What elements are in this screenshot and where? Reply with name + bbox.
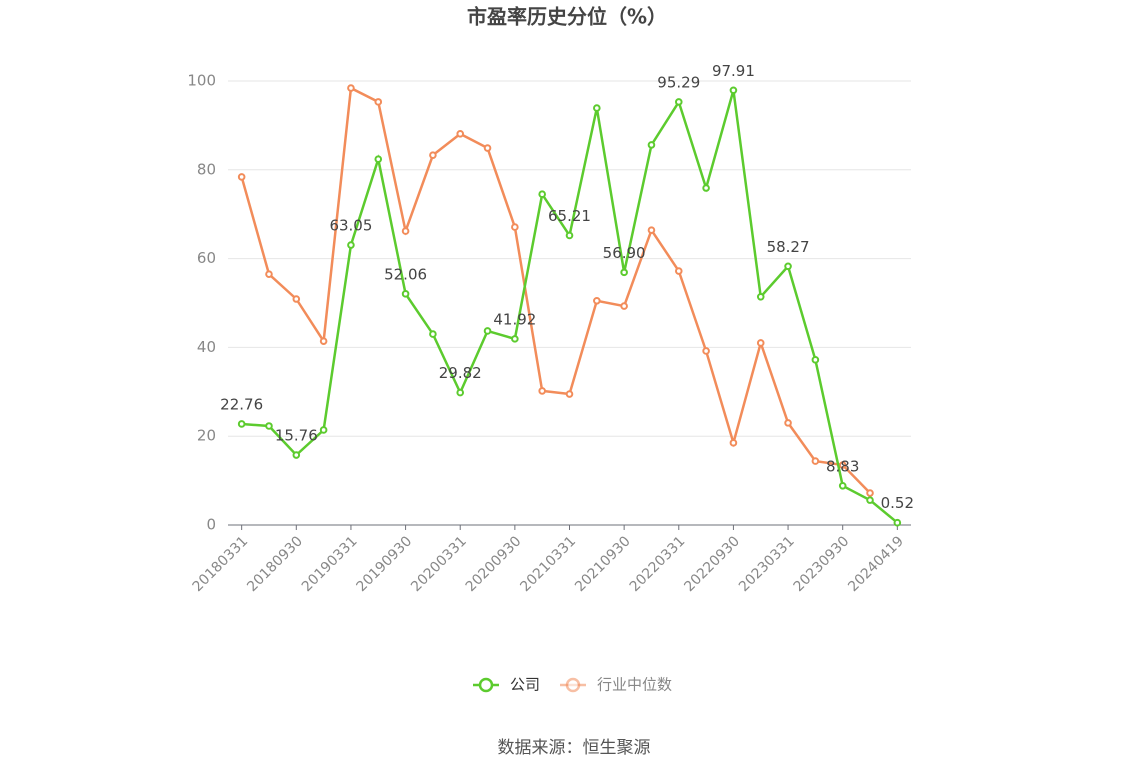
point (538, 387, 546, 395)
point (511, 223, 519, 231)
point (456, 388, 465, 397)
x-tick-label: 20220930 (681, 533, 743, 595)
point (893, 518, 902, 527)
x-tick-label: 20180930 (244, 533, 306, 595)
point (292, 295, 301, 303)
point (265, 270, 273, 278)
x-tick-label: 20200331 (408, 533, 470, 595)
x-tick-label: 20230331 (736, 533, 798, 595)
x-tick-label: 20190930 (354, 533, 416, 595)
point (538, 190, 546, 199)
point (265, 422, 273, 430)
point (401, 227, 410, 235)
point (429, 330, 437, 338)
point (866, 489, 874, 497)
point (237, 420, 246, 428)
point (347, 241, 355, 249)
point (811, 457, 820, 465)
legend-symbol (565, 677, 581, 693)
data-label: 15.76 (275, 427, 318, 445)
x-tick-label: 20220331 (627, 533, 689, 595)
x-tick-label: 20230930 (791, 533, 853, 595)
point (811, 356, 820, 364)
chart-title: 市盈率历史分位（%） (467, 5, 667, 29)
data-label: 52.06 (384, 265, 427, 283)
data-label: 63.05 (329, 217, 372, 235)
data-label: 58.27 (767, 238, 810, 256)
legend-label: 行业中位数 (597, 676, 672, 694)
y-tick-label: 40 (197, 338, 216, 356)
point (593, 296, 601, 305)
point (674, 267, 683, 275)
point (702, 184, 710, 192)
point (702, 347, 710, 355)
point (374, 155, 383, 163)
x-tick-label: 20180331 (190, 533, 252, 595)
point (483, 327, 492, 335)
x-tick-label: 20210930 (572, 533, 634, 595)
point (647, 226, 656, 234)
point (756, 292, 765, 301)
point (838, 461, 847, 469)
data-label: 97.91 (712, 62, 755, 80)
point (729, 439, 738, 447)
point (429, 151, 437, 159)
point (319, 426, 328, 434)
point (729, 86, 738, 95)
point (565, 390, 574, 398)
x-tick-label: 20210331 (517, 533, 579, 595)
series-line (240, 86, 871, 494)
point (511, 335, 519, 343)
point (674, 98, 683, 106)
point (647, 141, 656, 149)
series-line (241, 89, 899, 524)
point (483, 144, 492, 152)
point (838, 481, 847, 490)
point (565, 231, 574, 240)
point (756, 339, 765, 347)
point (784, 262, 792, 271)
data-label: 95.29 (657, 73, 700, 91)
x-tick-label: 20240419 (845, 533, 907, 595)
point (319, 337, 328, 345)
data-label: 29.82 (439, 364, 482, 382)
y-tick-label: 20 (197, 427, 216, 445)
point (620, 268, 628, 277)
data-label: 0.52 (881, 494, 914, 512)
source: 数据来源：恒生聚源 (498, 738, 651, 758)
y-tick-label: 80 (197, 160, 216, 178)
data-label: 56.90 (603, 244, 646, 262)
y-tick-label: 0 (206, 516, 216, 534)
y-tick-label: 60 (197, 249, 216, 267)
legend-label: 公司 (510, 676, 540, 694)
x-tick-label: 20200930 (463, 533, 525, 595)
data-label: 8.83 (826, 457, 859, 475)
legend-symbol (478, 677, 494, 693)
data-label: 65.21 (548, 207, 591, 225)
data-label: 41.92 (493, 310, 536, 328)
point (784, 419, 792, 427)
y-tick-label: 100 (187, 72, 216, 90)
point (374, 98, 383, 106)
point (347, 84, 355, 92)
point (292, 451, 301, 459)
point (620, 302, 628, 310)
point (866, 496, 874, 504)
x-tick-label: 20190331 (299, 533, 361, 595)
data-label: 22.76 (220, 395, 263, 413)
point (593, 104, 601, 112)
point (456, 130, 465, 138)
point (401, 290, 410, 298)
point (237, 173, 246, 181)
